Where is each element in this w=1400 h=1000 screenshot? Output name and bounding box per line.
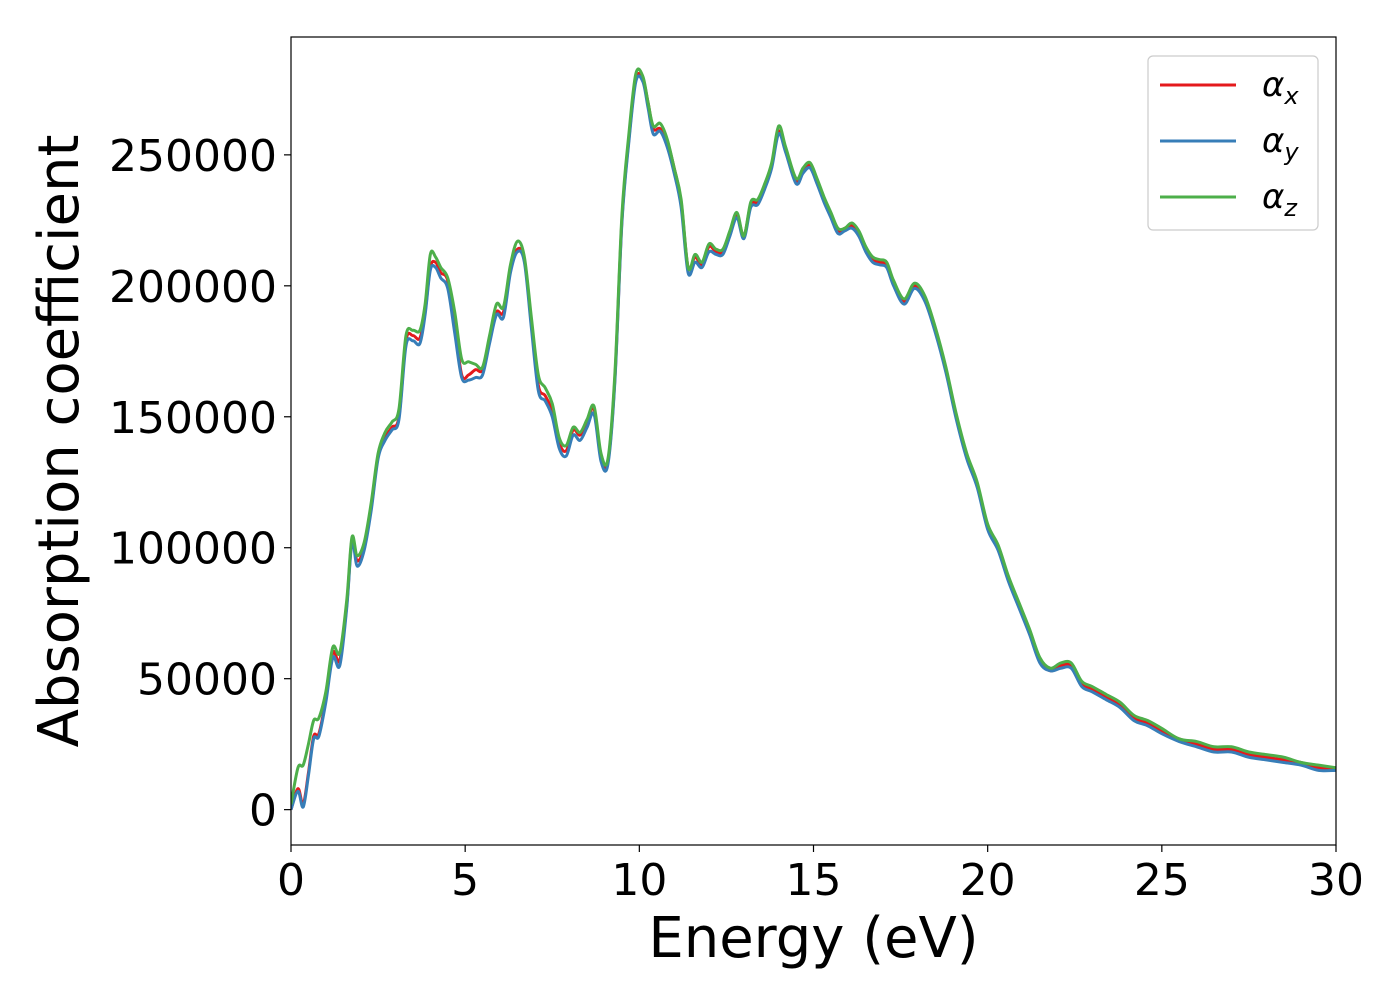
y-tick-label: 100000	[109, 524, 277, 575]
series-line-alpha-y	[291, 74, 1336, 811]
y-tick-label: 150000	[109, 393, 277, 444]
legend-label-alpha-x: αx	[1262, 65, 1299, 110]
legend-frame	[1147, 55, 1319, 231]
x-tick-label: 10	[611, 855, 667, 906]
x-tick-label: 5	[451, 855, 479, 906]
y-tick-label: 200000	[109, 262, 277, 313]
x-tick-label: 0	[277, 855, 305, 906]
x-tick-label: 25	[1134, 855, 1190, 906]
y-axis-title: Absorption coefficient	[27, 135, 92, 748]
series-line-alpha-z	[291, 67, 1336, 805]
y-tick-label: 250000	[109, 131, 277, 182]
series-layer	[291, 67, 1336, 811]
x-tick-label: 30	[1308, 855, 1364, 906]
y-tick-label: 0	[249, 786, 277, 837]
x-axis-ticks: 0 5 10 15 20 25 30	[277, 845, 1364, 906]
legend-label-alpha-y: αy	[1262, 121, 1299, 166]
legend-label-alpha-z: αz	[1262, 177, 1298, 222]
x-axis-title: Energy (eV)	[648, 906, 978, 971]
legend: αx αy αz	[1147, 55, 1319, 231]
y-axis-ticks: 0 50000 100000 150000 200000 250000	[109, 131, 291, 837]
x-tick-label: 15	[786, 855, 842, 906]
y-tick-label: 50000	[137, 655, 277, 706]
x-tick-label: 20	[960, 855, 1016, 906]
